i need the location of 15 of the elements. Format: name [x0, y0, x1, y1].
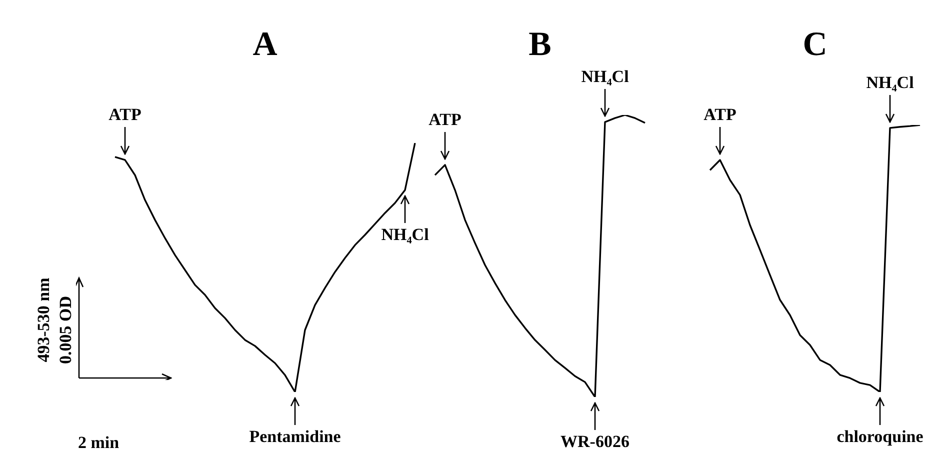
annotation: chloroquine	[836, 427, 924, 447]
annotation: ATP	[704, 104, 736, 125]
chart-title: C	[802, 25, 828, 65]
annotation: NH₄Cl	[581, 67, 629, 88]
text: 0.005 OD	[56, 296, 76, 364]
y-axis-title: 493-530 nm	[34, 278, 54, 362]
annotation: NH₄Cl	[381, 225, 429, 246]
annotation: ATP	[108, 104, 142, 125]
annotation: WR-6026	[560, 432, 630, 452]
annotation: NH₄Cl	[866, 72, 914, 93]
annotation: Pentamidine	[249, 427, 341, 447]
x-axis-title: 2 min	[78, 433, 120, 453]
annotation: ATP	[428, 110, 462, 130]
chart-title: A	[252, 25, 278, 65]
chart-title: B	[528, 25, 552, 65]
